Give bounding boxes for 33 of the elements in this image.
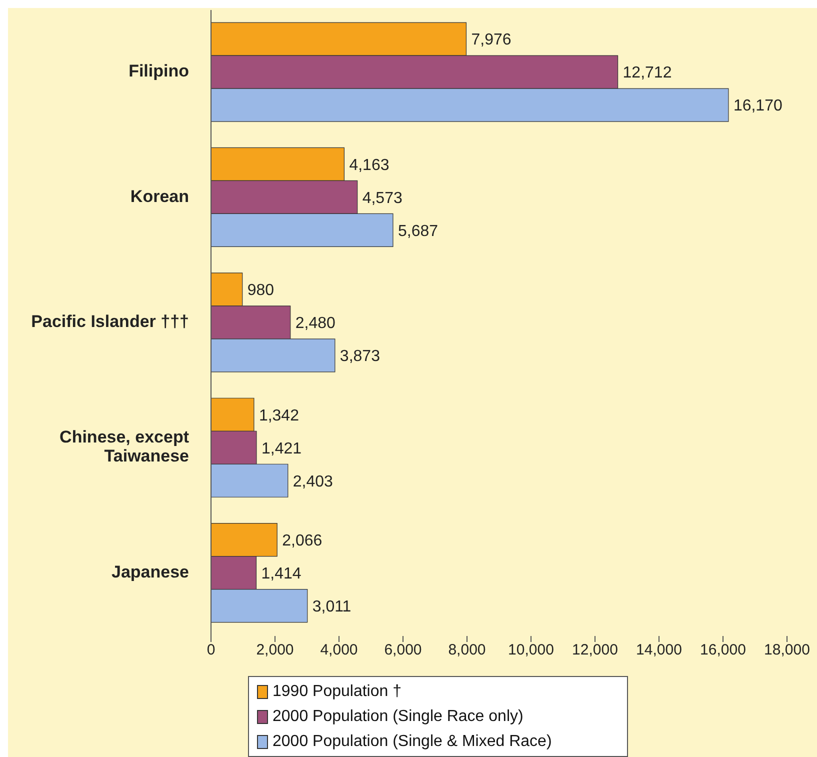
- y-tick-label: Filipino: [128, 62, 189, 82]
- data-label: 1,342: [258, 407, 300, 424]
- data-label: 3,011: [312, 598, 352, 616]
- data-label: 4,163: [349, 156, 390, 174]
- x-tick-label: 6,000: [384, 642, 422, 659]
- data-label: 2,480: [295, 315, 336, 332]
- x-tick-label: 18,000: [764, 642, 810, 659]
- y-tick-label: Chinese, except Taiwanese: [60, 428, 190, 466]
- x-tick-label: 0: [206, 642, 216, 659]
- x-tick-label: 10,000: [508, 642, 554, 659]
- x-tick-label: 4,000: [320, 642, 358, 659]
- data-label: 1,414: [261, 566, 302, 582]
- data-label: 12,712: [622, 64, 672, 82]
- data-label: 1,421: [261, 440, 302, 458]
- x-tick-label: 16,000: [700, 642, 746, 659]
- data-label: 16,170: [733, 98, 782, 115]
- y-tick-label: Korean: [130, 187, 189, 206]
- data-label: 3,873: [340, 348, 380, 366]
- data-label: 2,066: [282, 532, 322, 550]
- data-label: 2,403: [292, 473, 334, 490]
- y-tick-label: Pacific Islander †††: [31, 312, 189, 332]
- legend-label: 2000 Population (Single Race only): [272, 708, 524, 726]
- data-label: 980: [247, 282, 274, 300]
- x-tick-label: 14,000: [636, 642, 682, 659]
- legend-label: 1990 Population †: [272, 682, 402, 700]
- legend-label: 2000 Population (Single & Mixed Race): [272, 732, 552, 750]
- y-tick-label: Japanese: [112, 562, 189, 582]
- data-label: 5,687: [398, 222, 438, 240]
- x-tick-label: 12,000: [572, 642, 618, 659]
- data-label: 7,976: [471, 32, 512, 49]
- x-tick-label: 2,000: [256, 642, 294, 659]
- data-label: 4,573: [362, 190, 402, 207]
- x-tick-label: 8,000: [448, 642, 486, 659]
